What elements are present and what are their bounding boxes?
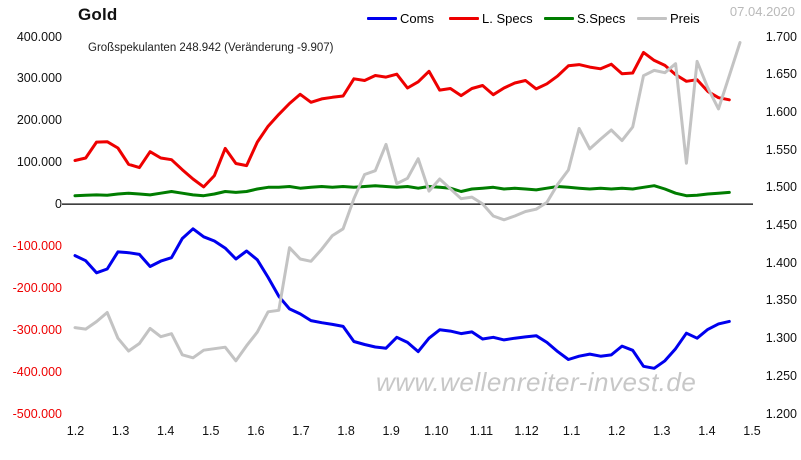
legend-item-coms: Coms [367,10,434,26]
l-specs-line-swatch [449,16,479,20]
y-right-tick-label: 1.500 [765,180,797,195]
y-right-tick-label: 1.650 [765,67,797,82]
y-left-tick-label: -500.000 [12,406,62,421]
y-left-tick-label: -400.000 [12,364,62,379]
x-tick-label: 1.8 [337,424,355,438]
s-specs-line [73,184,731,198]
x-tick-label: 1.11 [469,424,494,438]
legend-label-s-specs: S.Specs [577,10,626,26]
x-tick-label: 1.2 [607,424,626,438]
y-right-tick-label: 1.700 [765,29,797,44]
watermark: www.wellenreiter-invest.de [376,367,697,397]
s-specs-line-swatch [544,16,574,20]
legend-label-l-specs: L. Specs [482,10,533,26]
preis-line-swatch [637,16,667,20]
legend-label-coms: Coms [400,10,434,26]
y-left-tick-label: -300.000 [12,322,62,337]
legend-item-preis: Preis [637,10,700,26]
y-right-tick-label: 1.300 [765,331,797,346]
y-right-tick-label: 1.450 [765,218,797,233]
preis-line [73,41,742,363]
legend: Coms L. Specs S.Specs Preis [0,10,801,28]
y-left-tick-label: 200.000 [16,113,62,128]
y-left-tick-label: -200.000 [12,280,62,295]
x-tick-label: 1.9 [382,424,400,438]
y-left-tick-label: -100.000 [12,239,62,253]
x-tick-label: 1.1 [562,424,581,438]
x-tick-label: 1.4 [698,424,716,438]
y-right-tick-label: 1.250 [765,368,797,383]
y-left-tick-label: 400.000 [16,29,62,44]
chart-subtitle: Großspekulanten 248.942 (Veränderung -9.… [88,42,334,54]
x-tick-label: 1.10 [424,424,449,438]
chart-title: Gold [78,5,118,24]
y-right-tick-label: 1.200 [765,406,797,421]
y-left-tick-label: 0 [55,197,62,212]
y-right-tick-label: 1.400 [765,255,797,270]
l-specs-line [73,50,731,189]
y-left-tick-label: 300.000 [16,71,62,86]
legend-item-s-specs: S.Specs [544,10,625,26]
legend-item-l-specs: L. Specs [449,10,533,26]
x-tick-label: 1.3 [111,424,130,438]
report-date: 07.04.2020 [729,4,795,19]
x-tick-label: 1.3 [653,424,671,438]
x-tick-label: 1.4 [156,424,175,438]
x-tick-label: 1.5 [202,424,220,438]
y-right-tick-label: 1.550 [765,142,797,157]
legend-label-preis: Preis [670,10,700,26]
x-tick-label: 1.6 [247,424,265,438]
coms-line [73,227,731,370]
y-left-tick-label: 100.000 [16,155,62,170]
x-tick-label: 1.12 [514,424,539,438]
x-tick-label: 1.7 [292,424,310,438]
coms-line-swatch [367,16,397,20]
x-tick-label: 1.2 [66,424,85,438]
y-right-tick-label: 1.350 [765,293,797,308]
y-right-tick-label: 1.600 [765,104,797,119]
x-tick-label: 1.5 [743,424,761,438]
